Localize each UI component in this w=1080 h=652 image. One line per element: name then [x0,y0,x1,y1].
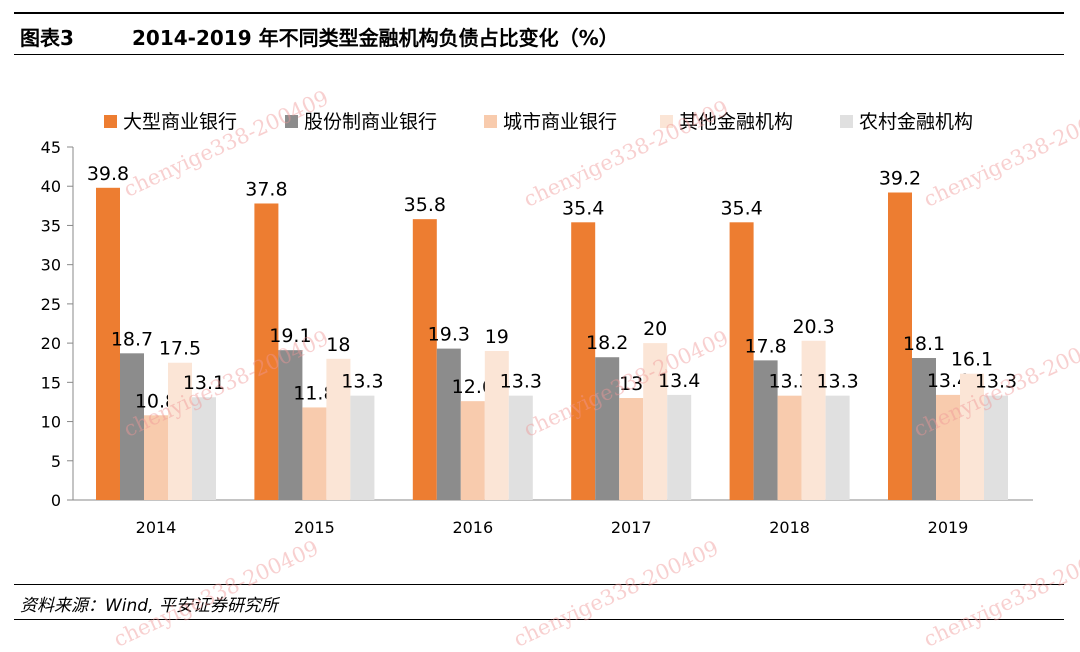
data-label: 12.6 [452,376,494,398]
bar [278,350,303,500]
x-tick-label: 2016 [452,518,493,537]
data-label: 19.1 [269,325,311,347]
figure-header: 图表3 2014-2019 年不同类型金融机构负债占比变化（%） [14,12,1064,55]
data-label: 19.3 [428,324,470,346]
legend-label: 股份制商业银行 [304,111,437,133]
legend-label: 其他金融机构 [679,111,793,133]
data-label: 35.4 [720,197,762,219]
bar [96,187,120,500]
y-tick-label: 25 [41,295,61,314]
bar [350,395,375,500]
bar [144,415,168,500]
data-label: 13.1 [183,372,225,394]
bar [571,222,596,500]
data-label: 13.4 [927,370,969,392]
bar [254,203,279,501]
data-label: 17.8 [744,335,786,357]
data-label: 35.4 [562,197,604,219]
data-label: 10.8 [135,390,177,412]
source-note: 资料来源：Wind, 平安证券研究所 [20,596,278,616]
bar [168,362,192,500]
legend-swatch [484,115,497,128]
bar [888,192,912,500]
data-label: 20 [643,318,667,340]
bar [595,357,620,500]
data-label: 13.3 [500,371,542,393]
data-label: 20.3 [792,316,834,338]
data-label: 37.8 [245,178,287,200]
data-label: 13.4 [658,370,700,392]
data-label: 18.1 [903,333,945,355]
y-tick-label: 0 [51,491,61,510]
data-label: 13.3 [816,371,858,393]
data-label: 13 [619,373,643,395]
legend-label: 城市商业银行 [503,111,617,133]
bar [825,395,850,500]
bar [729,222,754,500]
data-label: 18 [326,334,350,356]
bar [643,343,668,500]
bar [960,373,984,500]
x-tick-label: 2019 [928,518,969,537]
x-tick-label: 2014 [136,518,177,537]
bar [302,407,327,500]
data-label: 35.8 [404,194,446,216]
bar [936,394,960,500]
bar [460,401,485,500]
figure-label: 图表3 [20,26,74,50]
chart-title: 2014-2019 年不同类型金融机构负债占比变化（%） [132,26,619,50]
data-label: 19 [485,326,509,348]
legend-label: 农村金融机构 [859,111,973,133]
x-tick-label: 2017 [611,518,652,537]
legend-label: 大型商业银行 [123,111,237,133]
legend-swatch [660,115,673,128]
data-label: 17.5 [159,338,201,360]
data-label: 39.2 [879,167,921,189]
y-tick-label: 5 [51,452,61,471]
bar [753,360,778,500]
data-label: 39.8 [87,163,129,185]
legend-swatch [840,115,853,128]
data-label: 16.1 [951,349,993,371]
y-tick-label: 45 [41,138,61,157]
bar [912,358,936,500]
y-tick-label: 30 [41,256,61,275]
data-label: 13.3 [341,371,383,393]
data-label: 18.2 [586,332,628,354]
x-tick-label: 2015 [294,518,335,537]
bar [801,340,826,500]
data-label: 13.3 [975,371,1017,393]
bar [984,395,1008,500]
source-footer: 资料来源：Wind, 平安证券研究所 [14,584,1064,620]
bar [412,219,437,500]
bar [777,395,802,500]
bar [619,398,644,500]
y-tick-label: 40 [41,177,61,196]
y-tick-label: 15 [41,373,61,392]
x-tick-label: 2018 [769,518,810,537]
bar [436,348,461,500]
legend-swatch [104,115,117,128]
data-label: 11.8 [293,382,335,404]
legend-swatch [285,115,298,128]
data-label: 18.7 [111,328,153,350]
bar [326,358,351,500]
bar [484,350,509,500]
bar [667,394,692,500]
y-tick-label: 20 [41,334,61,353]
y-tick-label: 10 [41,413,61,432]
y-tick-label: 35 [41,216,61,235]
bar [508,395,533,500]
data-label: 13.3 [768,371,810,393]
bar [120,353,144,500]
bar [192,397,216,500]
